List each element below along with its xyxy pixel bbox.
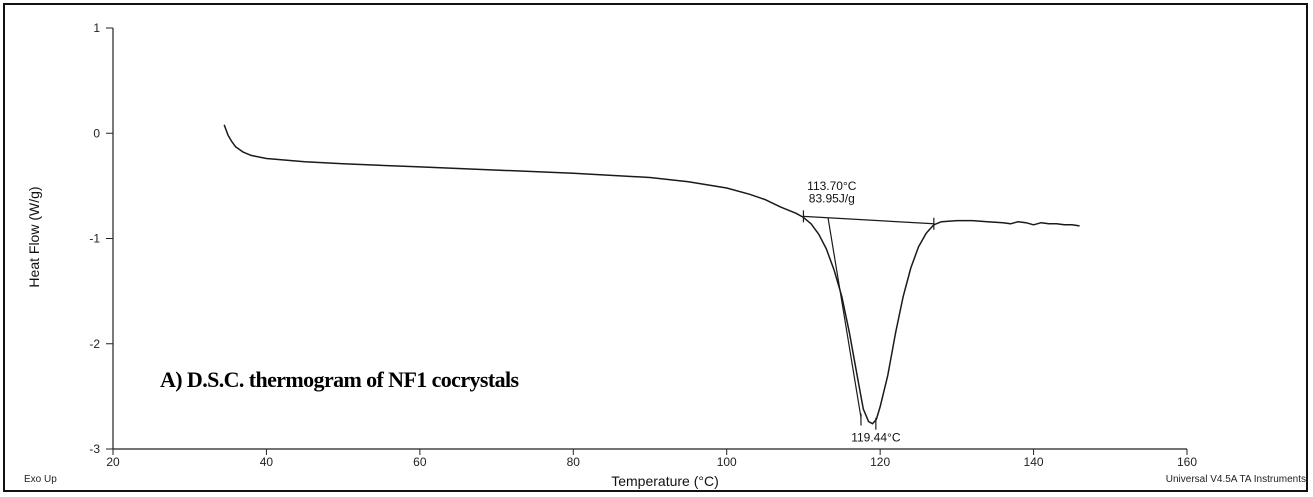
x-tick-label: 160 bbox=[1177, 455, 1197, 469]
chart-caption: A) D.S.C. thermogram of NF1 cocrystals bbox=[160, 367, 519, 392]
dsc-curve bbox=[223, 124, 1080, 425]
exo-up-label: Exo Up bbox=[24, 474, 57, 485]
x-tick-label: 140 bbox=[1024, 455, 1044, 469]
y-tick-label: -1 bbox=[89, 232, 100, 246]
y-tick-label: -2 bbox=[89, 337, 100, 351]
ticks: 1 0 -1 -2 -3 20 40 60 80 100 120 140 160 bbox=[89, 21, 1197, 469]
x-tick-label: 80 bbox=[567, 455, 581, 469]
baseline-line bbox=[803, 215, 934, 225]
x-tick-label: 120 bbox=[870, 455, 890, 469]
y-tick-label: 0 bbox=[93, 126, 100, 140]
x-tick-label: 20 bbox=[106, 455, 120, 469]
x-tick-label: 100 bbox=[717, 455, 737, 469]
onset-tangent-line bbox=[827, 217, 862, 418]
labels: Heat Flow (W/g) Temperature (°C) Exo Up … bbox=[24, 186, 1306, 489]
plot-area: 113.70°C83.95J/g 119.44°C bbox=[223, 124, 1080, 445]
peak-annotation: 119.44°C bbox=[851, 431, 901, 445]
peak-annotation: 83.95J/g bbox=[809, 192, 855, 206]
x-axis-label: Temperature (°C) bbox=[611, 473, 719, 489]
peak-annotation: 113.70°C bbox=[807, 179, 857, 193]
x-tick-label: 60 bbox=[413, 455, 427, 469]
chart-frame bbox=[3, 3, 1308, 492]
y-tick-label: -3 bbox=[89, 442, 100, 456]
x-tick-label: 40 bbox=[260, 455, 274, 469]
y-axis-label: Heat Flow (W/g) bbox=[26, 186, 42, 287]
y-tick-label: 1 bbox=[93, 21, 100, 35]
instrument-label: Universal V4.5A TA Instruments bbox=[1166, 474, 1306, 485]
